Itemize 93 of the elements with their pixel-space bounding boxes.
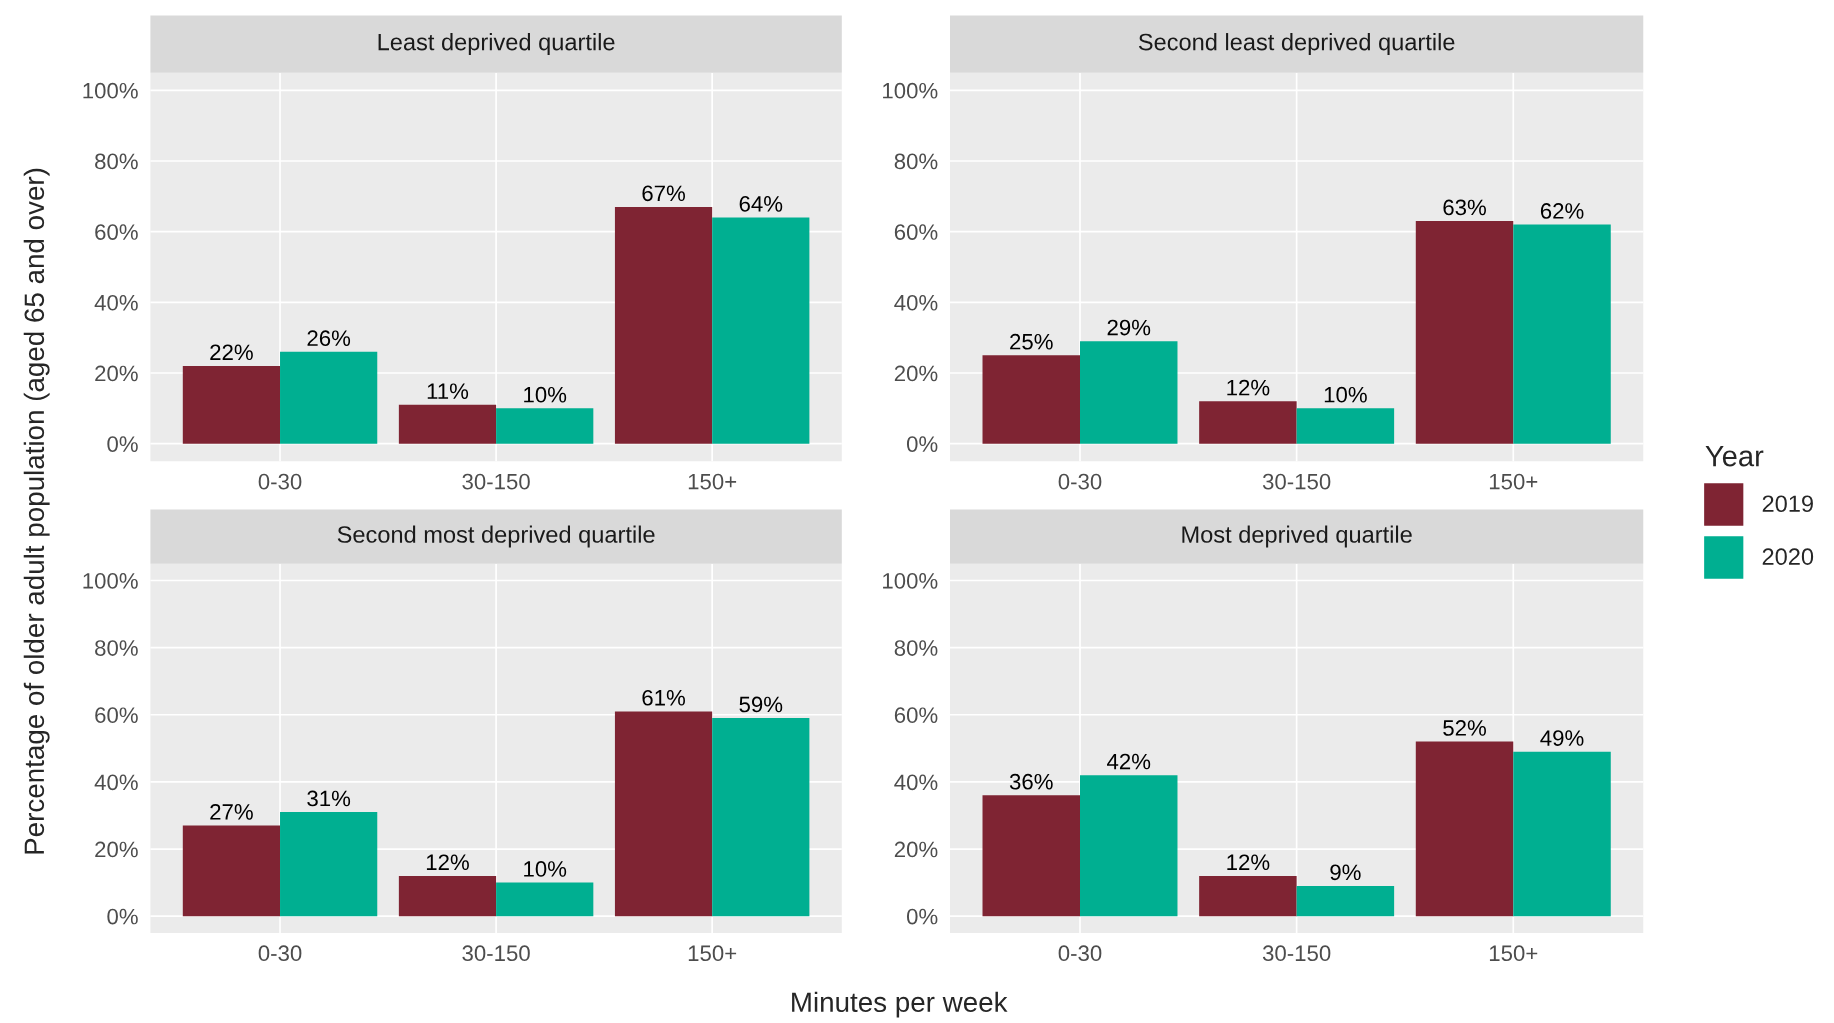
x-tick-label: 0-30	[1058, 945, 1102, 962]
y-tick-label: 100%	[883, 82, 938, 99]
data-label: 61%	[642, 689, 685, 706]
bar	[280, 351, 378, 444]
y-tick-label: 80%	[95, 640, 138, 656]
legend-label: 2020	[1762, 548, 1814, 565]
x-tick-label: 30-150	[1262, 945, 1331, 962]
y-tick-label: 0%	[107, 908, 138, 925]
data-label: 12%	[1227, 379, 1270, 396]
y-tick-label: 20%	[95, 841, 138, 858]
chart-title: Second most deprived quartile	[337, 525, 655, 548]
data-label: 42%	[1107, 753, 1151, 770]
data-label: 11%	[427, 383, 469, 399]
y-tick-label: 0%	[906, 908, 938, 925]
bar	[1513, 224, 1611, 444]
data-label: 29%	[1107, 319, 1151, 336]
y-axis-title: Percentage of older adult population (aged 65 and over)	[23, 168, 50, 854]
data-label: 63%	[1443, 199, 1486, 216]
y-tick-label: 40%	[894, 294, 938, 311]
bar	[496, 408, 594, 444]
chart-title: Most deprived quartile	[1182, 525, 1412, 548]
bar	[1415, 221, 1514, 444]
bar	[614, 206, 713, 444]
data-label: 26%	[307, 330, 351, 347]
data-label: 62%	[1540, 203, 1584, 219]
y-tick-label: 100%	[883, 572, 938, 589]
x-tick-label: 30-150	[462, 945, 530, 962]
y-tick-label: 80%	[95, 153, 138, 170]
data-label: 22%	[210, 344, 253, 361]
y-tick-label: 60%	[894, 707, 938, 724]
y-tick-label: 40%	[94, 774, 138, 791]
data-label: 12%	[1227, 854, 1270, 871]
y-tick-label: 60%	[894, 224, 938, 240]
x-tick-label: 150+	[688, 945, 737, 962]
y-tick-label: 100%	[83, 572, 138, 589]
data-label: 64%	[739, 196, 783, 212]
bar	[614, 711, 713, 917]
data-label: 25%	[1010, 333, 1053, 350]
data-label: 10%	[524, 861, 567, 877]
data-label: 9%	[1330, 864, 1361, 881]
bar	[1199, 875, 1297, 917]
x-tick-label: 0-30	[258, 945, 302, 962]
data-label: 67%	[642, 185, 685, 202]
data-label: 59%	[739, 696, 783, 713]
bar	[1513, 751, 1611, 917]
bar	[982, 795, 1080, 917]
y-tick-label: 40%	[94, 294, 138, 311]
chart-title: Second least deprived quartile	[1138, 33, 1455, 56]
bar	[1199, 401, 1297, 444]
bar	[398, 875, 497, 917]
bar	[1415, 741, 1514, 917]
y-tick-label: 0%	[906, 436, 938, 452]
x-tick-label: 150+	[688, 473, 737, 490]
x-tick-label: 150+	[1489, 945, 1538, 962]
y-tick-label: 20%	[95, 365, 138, 382]
x-tick-label: 0-30	[258, 473, 302, 490]
bar	[280, 812, 378, 917]
y-tick-label: 60%	[95, 707, 138, 724]
data-label: 36%	[1009, 773, 1053, 790]
x-tick-label: 30-150	[1262, 473, 1331, 490]
chart-title: Least deprived quartile	[378, 33, 615, 56]
y-tick-label: 100%	[83, 82, 138, 99]
bar	[398, 404, 497, 444]
legend-title: Year	[1705, 446, 1764, 467]
data-label: 12%	[426, 854, 469, 871]
x-tick-label: 0-30	[1058, 473, 1102, 490]
bar	[1296, 885, 1395, 917]
x-tick-label: 150+	[1489, 473, 1538, 490]
bar	[182, 365, 281, 444]
data-label: 10%	[1324, 386, 1367, 403]
data-label: 52%	[1443, 720, 1486, 736]
data-label: 49%	[1540, 730, 1584, 746]
x-tick-label: 30-150	[462, 473, 530, 490]
y-tick-label: 60%	[95, 224, 138, 240]
x-axis-title: Minutes per week	[792, 991, 1008, 1018]
y-tick-label: 0%	[107, 436, 138, 452]
bar	[1296, 408, 1395, 444]
bar	[1080, 775, 1178, 917]
y-tick-label: 20%	[894, 841, 938, 858]
bar	[982, 355, 1080, 444]
bar	[712, 217, 810, 444]
data-label: 27%	[210, 804, 253, 820]
y-tick-label: 20%	[894, 365, 938, 382]
bar	[1080, 341, 1178, 444]
y-tick-label: 40%	[894, 774, 938, 791]
bar	[496, 882, 594, 917]
legend-label: 2019	[1762, 495, 1813, 513]
data-label: 31%	[307, 790, 351, 807]
bar	[182, 825, 281, 917]
data-label: 10%	[524, 386, 567, 403]
y-tick-label: 80%	[894, 153, 938, 170]
bar	[712, 718, 810, 917]
y-tick-label: 80%	[894, 640, 938, 656]
